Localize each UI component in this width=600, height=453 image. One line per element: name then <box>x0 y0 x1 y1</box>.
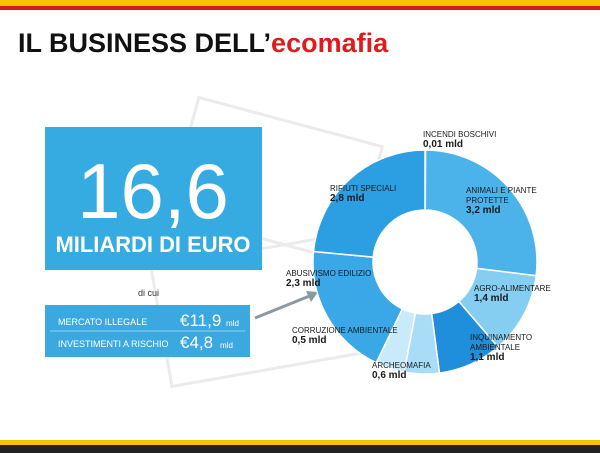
donut-slice <box>424 149 538 277</box>
bottom-stripe-dark <box>0 445 600 453</box>
title: IL BUSINESS DELL’ecomafia <box>18 28 389 58</box>
slice-value: 2,3 mld <box>286 278 321 289</box>
slice-name: AGRO-ALIMENTARE <box>474 284 551 293</box>
donut-slice <box>312 250 404 364</box>
item-label: MERCATO ILLEGALE <box>58 317 147 327</box>
slice-value: 0,5 mld <box>292 335 327 346</box>
title-main: IL BUSINESS DELL’ <box>18 28 271 58</box>
item-unit: mld <box>226 319 239 328</box>
top-stripe <box>0 0 600 6</box>
slice-value: 3,2 mld <box>466 205 501 216</box>
slice-value: 2,8 mld <box>330 193 365 204</box>
item-amount: €11,9 <box>180 311 221 330</box>
slice-label: INCENDI BOSCHIVI 0,01 mld <box>423 130 513 150</box>
total-box <box>45 127 262 270</box>
donut-slice <box>312 149 426 258</box>
total-value: 16,6 <box>77 147 229 235</box>
slice-label: ABUSIVISMO EDILIZIO 2,3 mld <box>286 269 386 289</box>
top-stripe-red <box>0 6 600 10</box>
slice-value: 1,4 mld <box>474 293 509 304</box>
slice-label: RIFIUTI SPECIALI 2,8 mld <box>330 184 410 204</box>
of-which: di cui <box>138 288 159 298</box>
slice-label: ARCHEOMAFIA 0,6 mld <box>372 361 442 381</box>
item-unit: mld <box>220 341 233 350</box>
total-unit: MILIARDI DI EURO <box>56 232 251 257</box>
slice-name: INCENDI BOSCHIVI <box>423 130 497 139</box>
slice-label: INQUINAMENTO AMBIENTALE 1,1 mld <box>470 333 550 363</box>
title-highlight: ecomafia <box>271 28 389 58</box>
slice-name: INQUINAMENTO AMBIENTALE <box>470 333 533 352</box>
slice-label: CORRUZIONE AMBIENTALE 0,5 mld <box>292 326 402 346</box>
item-amount: €4,8 <box>180 333 213 352</box>
arrow <box>254 293 313 320</box>
slice-value: 0,01 mld <box>423 139 464 150</box>
slice-name: ANIMALI E PIANTE PROTETTE <box>466 186 537 205</box>
slice-name: ARCHEOMAFIA <box>372 361 431 370</box>
bottom-stripe <box>0 440 600 445</box>
slice-name: ABUSIVISMO EDILIZIO <box>286 269 372 278</box>
slice-name: RIFIUTI SPECIALI <box>330 184 397 193</box>
arrow-head <box>306 291 318 302</box>
slice-name: CORRUZIONE AMBIENTALE <box>292 326 398 335</box>
slice-label: AGRO-ALIMENTARE 1,4 mld <box>474 284 554 304</box>
slice-value: 0,6 mld <box>372 370 407 381</box>
slice-label: ANIMALI E PIANTE PROTETTE 3,2 mld <box>466 186 546 216</box>
item-label: INVESTIMENTI A RISCHIO <box>58 339 169 349</box>
slice-value: 1,1 mld <box>470 352 505 363</box>
